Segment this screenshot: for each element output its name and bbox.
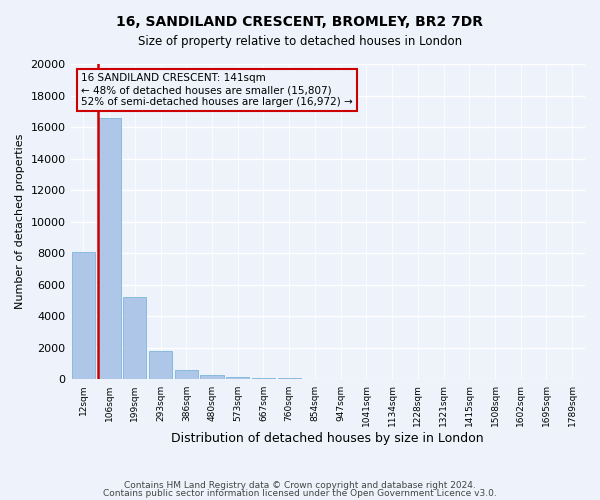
Text: Contains HM Land Registry data © Crown copyright and database right 2024.: Contains HM Land Registry data © Crown c…	[124, 481, 476, 490]
Bar	[123, 296, 146, 380]
Bar	[200, 374, 224, 380]
Bar	[98, 118, 121, 380]
Text: Contains public sector information licensed under the Open Government Licence v3: Contains public sector information licen…	[103, 488, 497, 498]
Text: 16, SANDILAND CRESCENT, BROMLEY, BR2 7DR: 16, SANDILAND CRESCENT, BROMLEY, BR2 7DR	[116, 15, 484, 29]
X-axis label: Distribution of detached houses by size in London: Distribution of detached houses by size …	[172, 432, 484, 445]
Bar	[304, 378, 326, 380]
Text: Size of property relative to detached houses in London: Size of property relative to detached ho…	[138, 35, 462, 48]
Bar	[72, 252, 95, 380]
Y-axis label: Number of detached properties: Number of detached properties	[15, 134, 25, 310]
Bar	[278, 378, 301, 380]
Bar	[226, 377, 250, 380]
Bar	[252, 378, 275, 380]
Bar	[175, 370, 198, 380]
Bar	[149, 351, 172, 380]
Text: 16 SANDILAND CRESCENT: 141sqm
← 48% of detached houses are smaller (15,807)
52% : 16 SANDILAND CRESCENT: 141sqm ← 48% of d…	[81, 74, 353, 106]
